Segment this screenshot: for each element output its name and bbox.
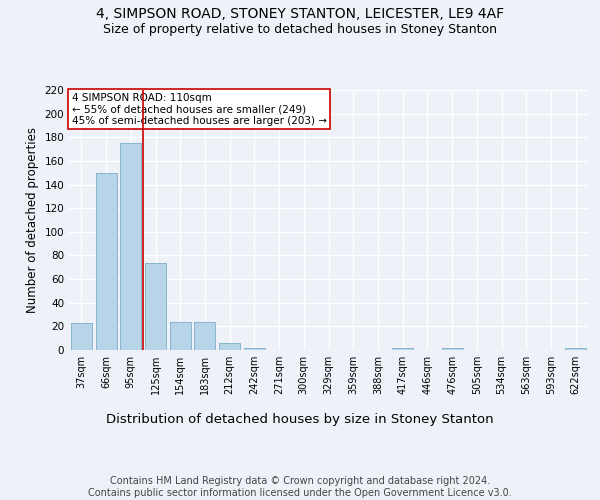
Text: Size of property relative to detached houses in Stoney Stanton: Size of property relative to detached ho… [103, 22, 497, 36]
Bar [170, 322, 191, 350]
Bar [392, 348, 413, 350]
Bar [244, 348, 265, 350]
Bar [194, 322, 215, 350]
Bar [95, 172, 116, 350]
Text: Distribution of detached houses by size in Stoney Stanton: Distribution of detached houses by size … [106, 412, 494, 426]
Text: Contains HM Land Registry data © Crown copyright and database right 2024.
Contai: Contains HM Land Registry data © Crown c… [88, 476, 512, 498]
Bar [71, 323, 92, 350]
Bar [219, 343, 240, 350]
Text: 4 SIMPSON ROAD: 110sqm
← 55% of detached houses are smaller (249)
45% of semi-de: 4 SIMPSON ROAD: 110sqm ← 55% of detached… [71, 92, 326, 126]
Bar [145, 262, 166, 350]
Y-axis label: Number of detached properties: Number of detached properties [26, 127, 39, 313]
Bar [565, 348, 586, 350]
Text: 4, SIMPSON ROAD, STONEY STANTON, LEICESTER, LE9 4AF: 4, SIMPSON ROAD, STONEY STANTON, LEICEST… [96, 8, 504, 22]
Bar [120, 143, 141, 350]
Bar [442, 348, 463, 350]
